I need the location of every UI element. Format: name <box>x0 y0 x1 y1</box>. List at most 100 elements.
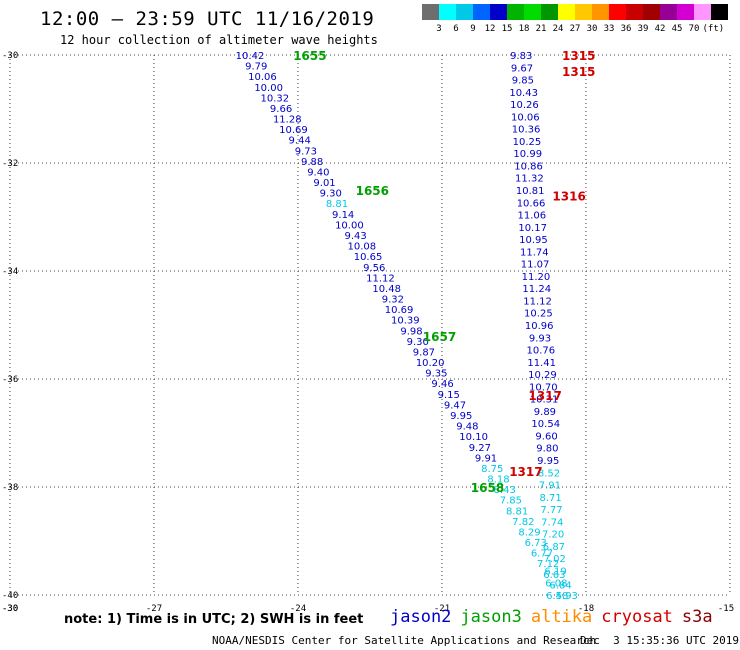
wave-height-label: 10.06 <box>511 112 540 123</box>
scale-label: 6 <box>453 24 459 34</box>
x-tick-label: -24 <box>290 604 306 614</box>
wave-height-label: 10.36 <box>512 125 541 136</box>
wave-height-label: 7.85 <box>500 496 522 507</box>
wave-height-label: 10.20 <box>416 358 445 369</box>
wave-height-label: 10.48 <box>372 284 401 295</box>
wave-height-label: 7.77 <box>540 505 562 516</box>
wave-height-label: 6.19 <box>544 566 566 577</box>
wave-height-label: 10.00 <box>335 220 364 231</box>
x-tick-label: -18 <box>578 604 594 614</box>
chart-subtitle: 12 hour collection of altimeter wave hei… <box>60 33 378 47</box>
footnote: note: 1) Time is in UTC; 2) SWH is in fe… <box>64 612 364 627</box>
wave-height-label: 9.88 <box>301 157 323 168</box>
scale-label: 70 <box>688 24 700 34</box>
wave-height-label: 7.12 <box>537 559 559 570</box>
wave-height-label: 7.20 <box>542 530 564 541</box>
wave-height-label: 10.31 <box>530 395 559 406</box>
wave-height-label: 9.35 <box>425 369 447 380</box>
wave-height-label: 10.86 <box>514 161 543 172</box>
satellite-jason3: jason3 <box>460 607 522 627</box>
wave-height-label: 9.27 <box>469 443 491 454</box>
wave-height-label: 10.66 <box>517 198 546 209</box>
pass-time-label: 1656 <box>356 184 389 198</box>
wave-height-label: 9.83 <box>510 51 532 62</box>
pass-time-label: 1658 <box>471 481 504 495</box>
wave-height-label: 9.40 <box>307 167 329 178</box>
wave-height-label: 6.87 <box>543 542 565 553</box>
wave-height-label: 9.43 <box>344 231 366 242</box>
wave-height-label: 10.69 <box>385 305 414 316</box>
chart-title: 12:00 – 23:59 UTC 11/16/2019 <box>40 8 375 30</box>
pass-time-label: 1655 <box>293 49 326 63</box>
y-tick-label: -30 <box>2 51 18 61</box>
wave-height-label: 8.81 <box>506 506 528 517</box>
wave-height-label: 10.99 <box>513 149 542 160</box>
wave-height-label: 9.44 <box>289 136 311 147</box>
wave-height-label: 8.75 <box>481 464 503 475</box>
wave-height-label: 10.10 <box>459 432 488 443</box>
wave-height-label: 10.29 <box>528 370 557 381</box>
wave-height-label: 9.95 <box>450 411 472 422</box>
scale-swatch <box>507 4 524 20</box>
y-tick-label: -38 <box>2 483 18 493</box>
wave-height-label: 10.81 <box>516 186 545 197</box>
wave-height-label: 9.66 <box>270 104 292 115</box>
scale-label: 21 <box>535 24 547 34</box>
pass-time-label: 1317 <box>509 465 542 479</box>
wave-height-label: 10.26 <box>510 100 539 111</box>
wave-height-label: 8.71 <box>540 493 562 504</box>
wave-height-label: 7.82 <box>512 517 534 528</box>
wave-height-label: 7.74 <box>541 517 563 528</box>
wave-height-label: 8.52 <box>538 468 560 479</box>
wave-height-label: 11.20 <box>522 272 551 283</box>
wave-height-label: 9.80 <box>536 444 558 455</box>
generation-timestamp: Dec 3 15:35:36 UTC 2019 <box>580 634 739 647</box>
y-tick-label: -34 <box>2 267 18 277</box>
y-tick-label: -32 <box>2 159 18 169</box>
wave-height-label: 7.02 <box>544 554 566 565</box>
scale-swatch <box>694 4 711 20</box>
wave-height-label: 10.69 <box>279 125 308 136</box>
wave-height-label: 8.18 <box>487 475 509 486</box>
wave-height-label: 10.17 <box>518 223 547 234</box>
scale-label: 42 <box>654 24 666 34</box>
wave-height-label: 9.47 <box>444 400 466 411</box>
wave-height-label: 9.79 <box>245 62 267 73</box>
wave-height-label: 9.30 <box>407 337 429 348</box>
wave-height-label: 10.95 <box>519 235 548 246</box>
wave-height-label: 9.89 <box>534 407 556 418</box>
pass-time-label: 1657 <box>423 330 456 344</box>
x-tick-label: -30 <box>2 604 18 614</box>
wave-height-label: 9.14 <box>332 210 354 221</box>
wave-height-label: 10.65 <box>354 252 383 263</box>
scale-label: 15 <box>501 24 513 34</box>
credit-line: NOAA/NESDIS Center for Satellite Applica… <box>212 634 597 647</box>
wave-height-label: 11.28 <box>273 115 302 126</box>
wave-height-label: 6.84 <box>549 580 571 591</box>
wave-height-label: 10.43 <box>509 88 538 99</box>
wave-height-label: 9.67 <box>511 63 533 74</box>
satellite-cryosat: cryosat <box>601 607 673 627</box>
scale-label: 45 <box>671 24 683 34</box>
satellite-legend: jason2 jason3 altika cryosat s3a <box>390 607 722 627</box>
wave-height-label: 9.95 <box>537 456 559 467</box>
scale-swatch <box>439 4 456 20</box>
wave-height-label: 9.30 <box>320 189 342 200</box>
wave-height-label: 10.76 <box>527 346 556 357</box>
wave-height-label: 7.91 <box>539 481 561 492</box>
wave-height-label: 10.00 <box>254 83 283 94</box>
scale-label: 39 <box>637 24 649 34</box>
scale-swatch <box>541 4 558 20</box>
scale-label: 24 <box>552 24 564 34</box>
wave-height-label: 8.29 <box>518 527 540 538</box>
pass-time-label: 1315 <box>562 49 595 63</box>
x-tick-label: -30 <box>2 604 18 614</box>
x-tick-label: -15 <box>718 604 734 614</box>
wave-height-label: 11.41 <box>527 358 556 369</box>
scale-swatch <box>711 4 728 20</box>
wave-height-label: 6.48 <box>546 591 568 602</box>
wave-height-label: 5.93 <box>556 591 578 602</box>
wave-height-label: 10.54 <box>531 419 560 430</box>
wave-height-label: 6.08 <box>545 579 567 590</box>
wave-height-label: 11.24 <box>522 284 551 295</box>
